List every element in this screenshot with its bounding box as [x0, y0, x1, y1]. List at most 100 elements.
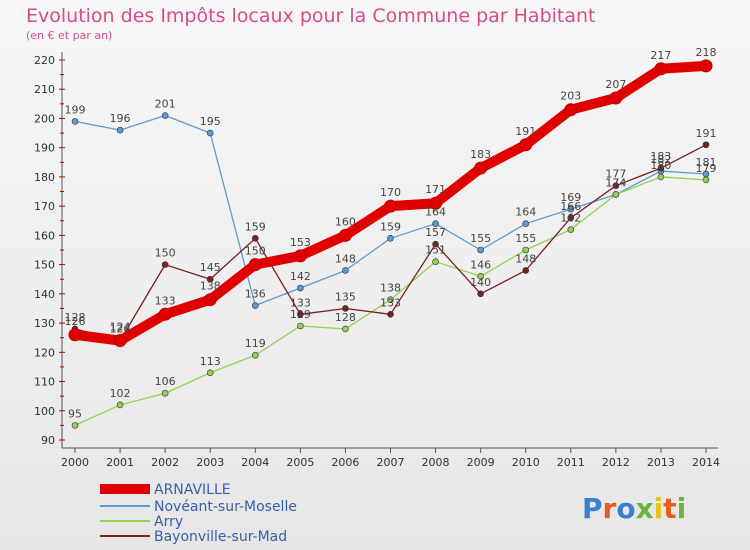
data-label: 170: [380, 186, 401, 199]
data-label: 162: [560, 212, 581, 225]
y-tick-label: 100: [34, 405, 55, 418]
y-tick-label: 190: [34, 142, 55, 155]
x-tick-label: 2000: [61, 456, 89, 469]
logo-letter: i: [654, 492, 664, 525]
data-point: [206, 369, 214, 377]
data-label: 169: [560, 191, 581, 204]
data-label: 180: [650, 159, 671, 172]
data-label: 151: [425, 244, 446, 257]
data-label: 148: [515, 252, 536, 265]
data-label: 146: [470, 258, 491, 271]
data-label: 166: [560, 200, 581, 213]
data-point: [432, 220, 439, 227]
logo-letter: i: [677, 492, 687, 525]
data-point: [342, 325, 349, 333]
x-tick-label: 2006: [331, 456, 359, 469]
data-label: 148: [335, 252, 356, 265]
data-label: 177: [605, 168, 626, 181]
data-label: 159: [245, 220, 266, 233]
x-tick-label: 2008: [422, 456, 450, 469]
data-label: 203: [560, 90, 581, 103]
y-tick-label: 140: [34, 288, 55, 301]
y-tick-label: 200: [34, 112, 55, 125]
data-label: 150: [155, 247, 176, 260]
data-label: 207: [605, 78, 626, 91]
data-label: 126: [65, 315, 86, 328]
logo-letter: x: [636, 492, 654, 525]
data-label: 106: [155, 375, 176, 388]
y-tick-label: 210: [34, 83, 55, 96]
y-tick-label: 130: [34, 317, 55, 330]
y-tick-label: 220: [34, 54, 55, 67]
data-point: [387, 235, 394, 242]
data-point: [293, 249, 307, 263]
data-point: [657, 164, 665, 172]
chart-subtitle: (en € et par an): [26, 29, 112, 42]
data-point: [71, 118, 79, 125]
data-point: [161, 261, 169, 268]
legend-label: ARNAVILLE: [154, 482, 231, 498]
data-point: [251, 302, 259, 309]
data-point: [474, 161, 488, 175]
data-label: 174: [605, 176, 626, 189]
data-point: [522, 246, 530, 254]
data-point: [477, 273, 484, 280]
data-label: 133: [290, 296, 311, 309]
data-point: [161, 112, 169, 119]
data-point: [567, 226, 575, 233]
data-point: [429, 196, 443, 210]
data-point: [657, 173, 665, 181]
data-point: [342, 267, 349, 274]
data-label: 150: [245, 245, 266, 258]
x-tick-label: 2010: [512, 456, 540, 469]
data-point: [519, 138, 533, 152]
y-tick-label: 180: [34, 171, 55, 184]
data-label: 136: [245, 288, 266, 301]
data-label: 95: [68, 407, 82, 420]
logo-letter: r: [603, 492, 617, 525]
data-label: 128: [335, 311, 356, 324]
data-point: [338, 228, 352, 242]
data-label: 142: [290, 270, 311, 283]
y-tick-label: 120: [34, 346, 55, 359]
x-tick-label: 2004: [241, 456, 269, 469]
data-label: 135: [335, 290, 356, 303]
data-point: [161, 389, 169, 397]
legend-label: Bayonville-sur-Mad: [154, 529, 287, 545]
y-tick-label: 90: [41, 434, 55, 447]
data-label: 191: [696, 127, 717, 140]
data-label: 191: [515, 125, 536, 138]
data-point: [612, 191, 620, 198]
x-tick-label: 2009: [467, 456, 495, 469]
data-label: 140: [470, 276, 491, 289]
x-tick-label: 2002: [151, 456, 179, 469]
x-tick-label: 2011: [557, 456, 585, 469]
data-label: 129: [290, 308, 311, 321]
data-point: [158, 307, 172, 321]
data-point: [387, 311, 394, 318]
data-label: 119: [245, 337, 266, 350]
data-point: [71, 422, 79, 429]
x-tick-label: 2012: [602, 456, 630, 469]
data-point: [522, 267, 530, 274]
data-point: [248, 258, 262, 272]
data-label: 102: [110, 387, 131, 400]
data-label: 183: [470, 148, 491, 161]
data-point: [297, 311, 304, 318]
data-point: [564, 103, 578, 117]
legend-label: Novéant-sur-Moselle: [154, 499, 297, 515]
data-label: 145: [200, 261, 221, 274]
data-label: 138: [200, 280, 221, 293]
logo-letter: t: [663, 492, 676, 525]
chart-title: Evolution des Impôts locaux pour la Comm…: [26, 5, 596, 27]
data-label: 133: [380, 296, 401, 309]
x-tick-label: 2007: [377, 456, 405, 469]
x-tick-label: 2013: [647, 456, 675, 469]
data-label: 218: [696, 46, 717, 59]
data-point: [251, 351, 259, 359]
data-point: [206, 275, 214, 283]
data-point: [116, 126, 124, 134]
data-label: 124: [110, 321, 131, 334]
data-label: 124: [110, 323, 131, 336]
